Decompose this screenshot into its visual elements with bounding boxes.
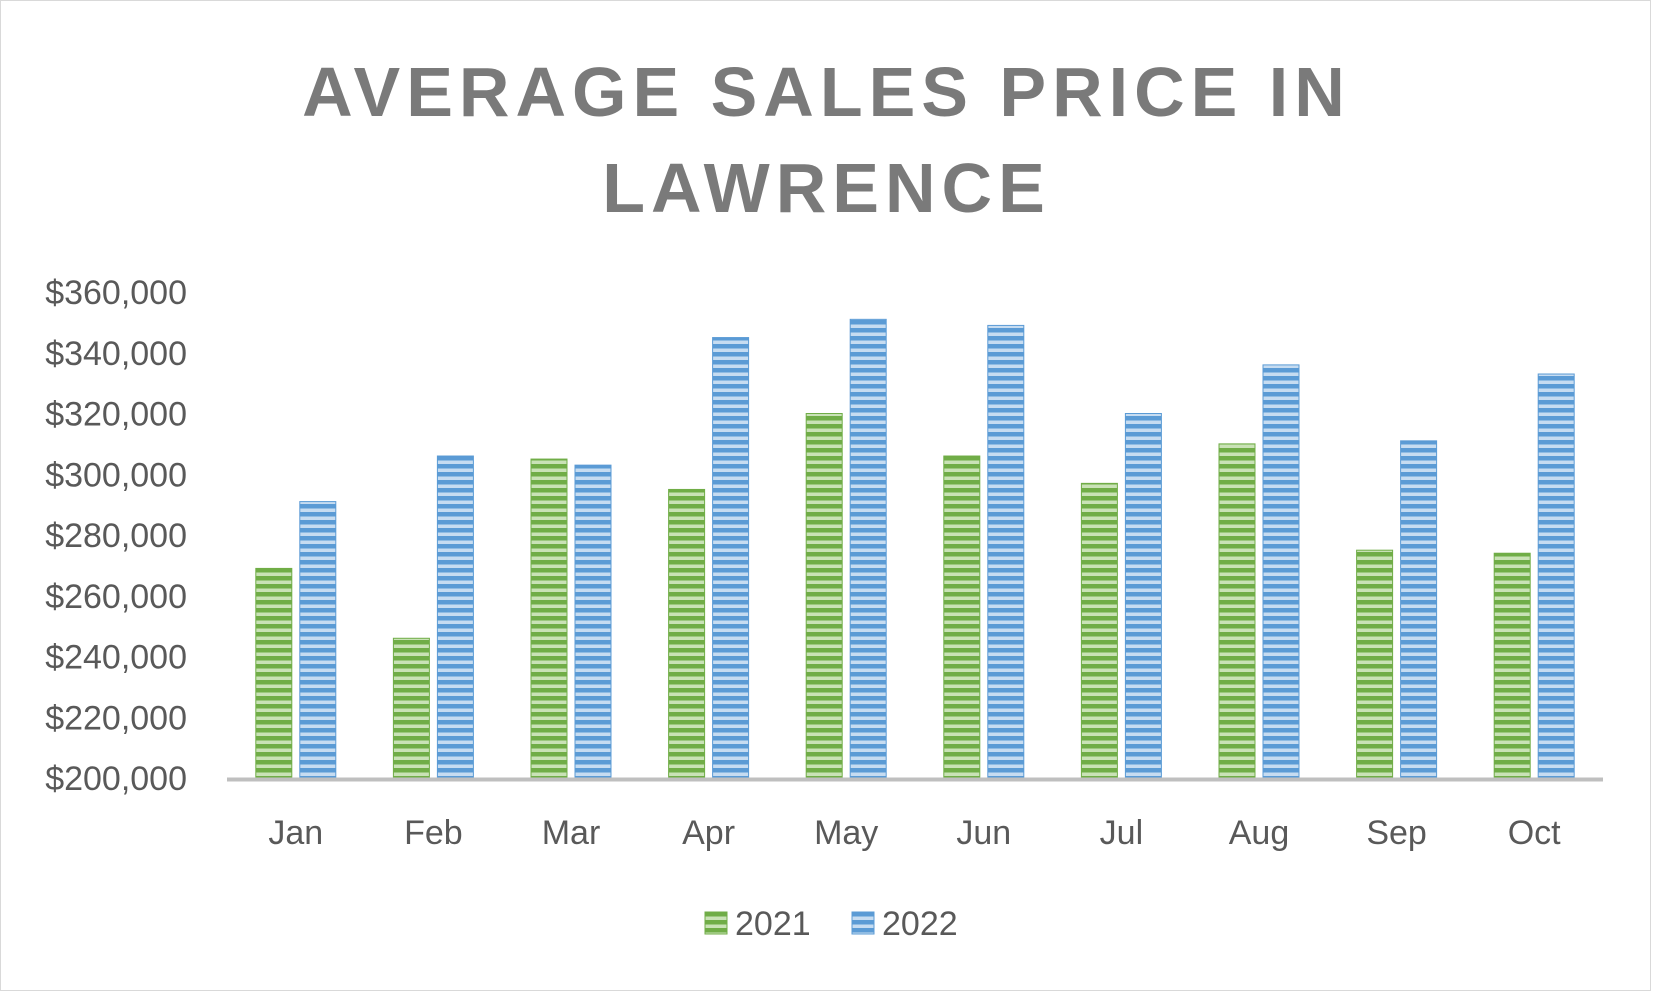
bar-2022-may <box>849 318 887 779</box>
bars-group <box>255 318 1575 779</box>
bar-2022-feb <box>436 455 474 779</box>
x-tick-label-feb: Feb <box>404 814 463 852</box>
bar-2021-jan <box>255 567 293 779</box>
legend-swatch-2021 <box>704 911 728 935</box>
legend: 2021 2022 <box>704 905 958 943</box>
y-tick-label: $240,000 <box>45 639 187 677</box>
bar-2022-oct <box>1537 373 1575 779</box>
bar-2021-apr <box>668 488 706 779</box>
bar-2022-apr <box>712 337 750 779</box>
legend-label-2021: 2021 <box>735 905 811 943</box>
bar-2021-mar <box>530 458 568 779</box>
bar-2021-jun <box>943 455 981 779</box>
x-tick-label-jun: Jun <box>956 814 1011 852</box>
bar-2021-aug <box>1218 443 1256 779</box>
x-tick-label-may: May <box>814 814 878 852</box>
y-axis-tick-labels: $200,000 $220,000 $240,000 $260,000 $280,000… <box>45 274 187 798</box>
bar-2022-mar <box>574 464 612 779</box>
x-tick-label-jan: Jan <box>268 814 323 852</box>
legend-label-2022: 2022 <box>882 905 958 943</box>
bar-2021-jul <box>1080 482 1118 779</box>
bar-2022-jun <box>987 324 1025 779</box>
bar-2022-sep <box>1400 440 1438 779</box>
y-tick-label: $220,000 <box>45 699 187 737</box>
x-tick-label-mar: Mar <box>542 814 601 852</box>
bar-2022-aug <box>1262 364 1300 779</box>
chart-title: AVERAGE SALES PRICE IN LAWRENCE <box>0 44 1653 236</box>
y-tick-label: $200,000 <box>45 760 187 798</box>
x-axis-tick-labels: Jan Feb Mar Apr May Jun Jul Aug Sep Oct <box>268 814 1561 852</box>
bar-2022-jan <box>299 501 337 779</box>
x-tick-label-sep: Sep <box>1366 814 1427 852</box>
y-tick-label: $320,000 <box>45 396 187 434</box>
bar-2021-oct <box>1493 552 1531 779</box>
x-tick-label-jul: Jul <box>1100 814 1143 852</box>
y-tick-label: $260,000 <box>45 578 187 616</box>
chart-title-line-1: AVERAGE SALES PRICE IN <box>302 53 1351 131</box>
x-tick-label-oct: Oct <box>1508 814 1561 852</box>
bar-2021-feb <box>392 637 430 779</box>
bar-2021-sep <box>1356 549 1394 779</box>
y-tick-label: $300,000 <box>45 456 187 494</box>
bar-2021-may <box>805 413 843 779</box>
x-tick-label-apr: Apr <box>682 814 735 852</box>
x-tick-label-aug: Aug <box>1229 814 1290 852</box>
chart-title-line-2: LAWRENCE <box>602 149 1051 227</box>
legend-swatch-2022 <box>851 911 875 935</box>
y-tick-label: $340,000 <box>45 335 187 373</box>
y-tick-label: $280,000 <box>45 517 187 555</box>
y-tick-label: $360,000 <box>45 274 187 312</box>
bar-2022-jul <box>1124 413 1162 779</box>
